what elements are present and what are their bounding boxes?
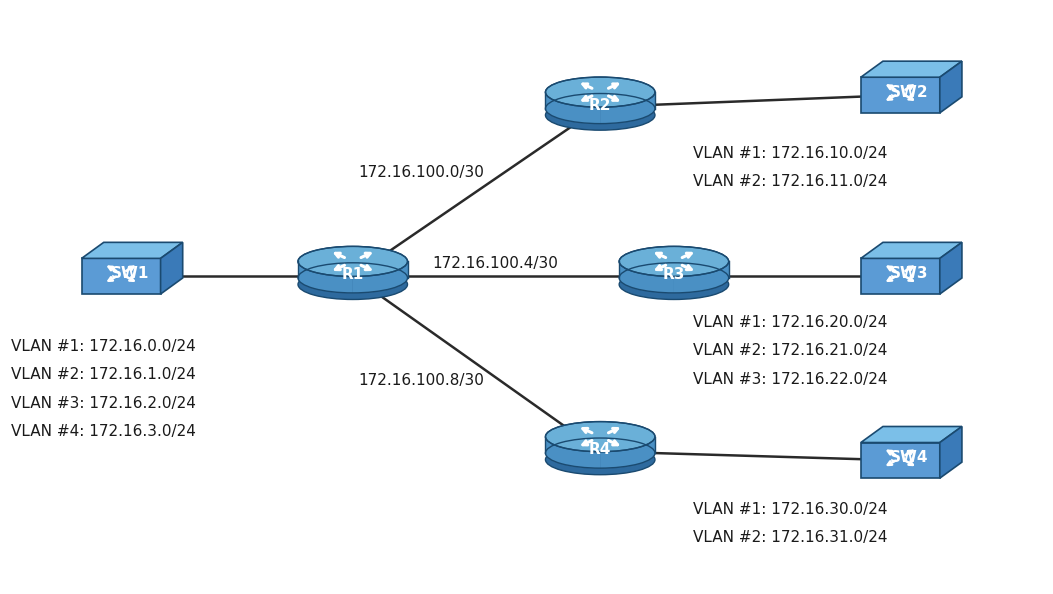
Ellipse shape: [298, 247, 408, 276]
Polygon shape: [860, 77, 939, 113]
Polygon shape: [939, 61, 961, 113]
Polygon shape: [619, 261, 729, 278]
Text: SW3: SW3: [890, 266, 929, 281]
Text: VLAN #1: 172.16.0.0/24: VLAN #1: 172.16.0.0/24: [11, 339, 195, 353]
Text: SW4: SW4: [890, 450, 929, 465]
Polygon shape: [600, 77, 655, 124]
Polygon shape: [545, 437, 655, 453]
Text: R4: R4: [589, 443, 612, 457]
Text: VLAN #3: 172.16.2.0/24: VLAN #3: 172.16.2.0/24: [11, 396, 196, 410]
Text: VLAN #2: 172.16.1.0/24: VLAN #2: 172.16.1.0/24: [11, 367, 195, 382]
Polygon shape: [860, 258, 939, 294]
Ellipse shape: [619, 269, 729, 299]
Polygon shape: [545, 92, 655, 109]
Polygon shape: [860, 443, 939, 478]
Text: SW2: SW2: [890, 85, 929, 100]
Polygon shape: [545, 77, 600, 124]
Polygon shape: [939, 426, 961, 478]
Polygon shape: [860, 61, 961, 77]
Ellipse shape: [545, 100, 655, 130]
Text: VLAN #3: 172.16.22.0/24: VLAN #3: 172.16.22.0/24: [693, 372, 888, 387]
Text: VLAN #1: 172.16.30.0/24: VLAN #1: 172.16.30.0/24: [693, 502, 888, 517]
Text: 172.16.100.0/30: 172.16.100.0/30: [358, 165, 484, 180]
Text: SW1: SW1: [111, 266, 150, 281]
Text: VLAN #2: 172.16.11.0/24: VLAN #2: 172.16.11.0/24: [693, 174, 888, 189]
Ellipse shape: [545, 77, 655, 107]
Text: 172.16.100.4/30: 172.16.100.4/30: [432, 255, 558, 271]
Ellipse shape: [545, 422, 655, 451]
Ellipse shape: [298, 269, 408, 299]
Ellipse shape: [545, 444, 655, 475]
Polygon shape: [82, 242, 182, 258]
Polygon shape: [82, 258, 160, 294]
Text: R1: R1: [341, 267, 364, 282]
Text: R2: R2: [589, 98, 612, 113]
Text: VLAN #2: 172.16.21.0/24: VLAN #2: 172.16.21.0/24: [693, 343, 888, 358]
Ellipse shape: [619, 247, 729, 276]
Polygon shape: [600, 421, 655, 469]
Polygon shape: [860, 426, 961, 443]
Polygon shape: [939, 242, 961, 294]
Polygon shape: [298, 261, 408, 278]
Text: VLAN #4: 172.16.3.0/24: VLAN #4: 172.16.3.0/24: [11, 424, 196, 439]
Polygon shape: [674, 246, 729, 293]
Text: VLAN #1: 172.16.20.0/24: VLAN #1: 172.16.20.0/24: [693, 315, 888, 330]
Polygon shape: [160, 242, 182, 294]
Text: 172.16.100.8/30: 172.16.100.8/30: [358, 372, 484, 388]
Polygon shape: [860, 242, 961, 258]
Polygon shape: [619, 246, 674, 293]
Polygon shape: [545, 421, 600, 469]
Text: VLAN #1: 172.16.10.0/24: VLAN #1: 172.16.10.0/24: [693, 146, 888, 160]
Text: VLAN #2: 172.16.31.0/24: VLAN #2: 172.16.31.0/24: [693, 530, 888, 545]
Polygon shape: [353, 246, 408, 293]
Text: R3: R3: [662, 267, 686, 282]
Polygon shape: [298, 246, 353, 293]
